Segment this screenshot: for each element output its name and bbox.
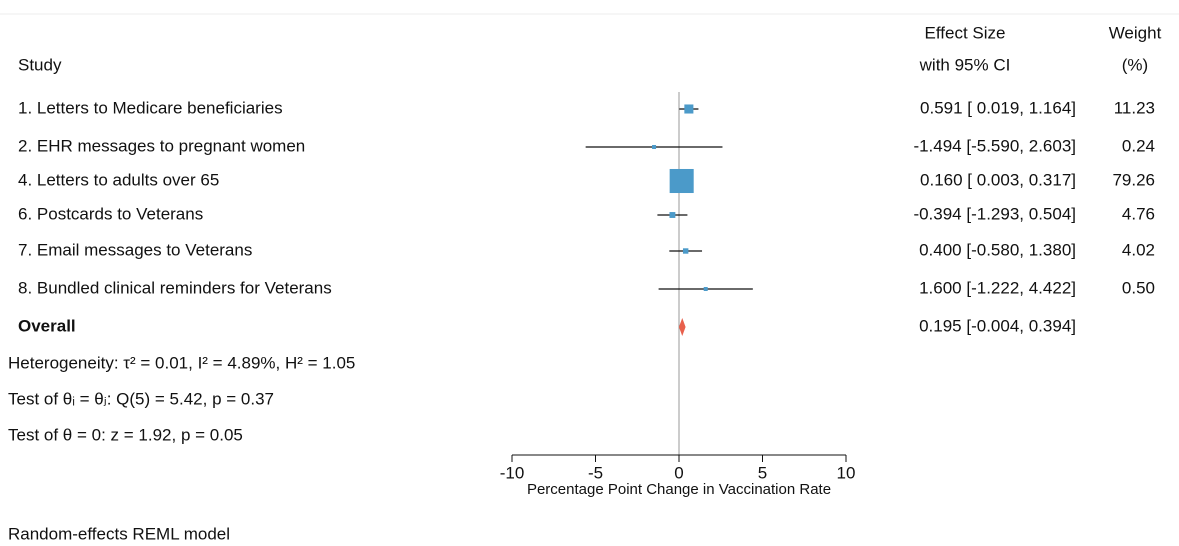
ci-label: -0.394 [-1.293, 0.504] <box>913 204 1076 223</box>
effect-square <box>703 287 708 291</box>
x-tick-label: 10 <box>837 463 856 482</box>
note: Test of θᵢ = θⱼ: Q(5) = 5.42, p = 0.37 <box>8 389 274 408</box>
overall-diamond <box>678 318 686 336</box>
ci-label: 0.400 [-0.580, 1.380] <box>919 240 1076 259</box>
weight-label: 0.24 <box>1122 136 1155 155</box>
overall-label: Overall <box>18 316 76 335</box>
weight-label: 4.02 <box>1122 240 1155 259</box>
weight-label: 11.23 <box>1114 98 1155 117</box>
study-label: 4. Letters to adults over 65 <box>18 170 219 189</box>
weight-label: 79.26 <box>1112 170 1155 189</box>
weight-label: 0.50 <box>1122 278 1155 297</box>
study-label: 2. EHR messages to pregnant women <box>18 136 305 155</box>
effect-square <box>669 168 694 194</box>
effect-header: with 95% CI <box>919 55 1011 74</box>
x-tick-label: 5 <box>758 463 767 482</box>
effect-square <box>682 248 689 254</box>
weight-header: (%) <box>1122 55 1148 74</box>
overall-ci-label: 0.195 [-0.004, 0.394] <box>919 316 1076 335</box>
x-tick-label: -5 <box>588 463 603 482</box>
x-tick-label: 0 <box>674 463 683 482</box>
ci-label: -1.494 [-5.590, 2.603] <box>913 136 1076 155</box>
ci-label: 0.591 [ 0.019, 1.164] <box>920 98 1076 117</box>
effect-square <box>652 145 657 149</box>
study-header: Study <box>18 55 62 74</box>
note: Test of θ = 0: z = 1.92, p = 0.05 <box>8 425 243 444</box>
note: Heterogeneity: τ² = 0.01, I² = 4.89%, H²… <box>8 353 355 372</box>
study-label: 8. Bundled clinical reminders for Vetera… <box>18 278 332 297</box>
weight-header: Weight <box>1109 23 1162 42</box>
weight-label: 4.76 <box>1122 204 1155 223</box>
x-tick-label: -10 <box>500 463 525 482</box>
study-label: 6. Postcards to Veterans <box>18 204 203 223</box>
study-label: 1. Letters to Medicare beneficiaries <box>18 98 283 117</box>
study-label: 7. Email messages to Veterans <box>18 240 252 259</box>
footnote: Random-effects REML model <box>8 524 230 543</box>
effect-square <box>669 212 676 218</box>
ci-label: 1.600 [-1.222, 4.422] <box>919 278 1076 297</box>
effect-header: Effect Size <box>925 23 1006 42</box>
effect-square <box>684 104 694 114</box>
x-axis-label: Percentage Point Change in Vaccination R… <box>527 481 831 498</box>
ci-label: 0.160 [ 0.003, 0.317] <box>920 170 1076 189</box>
